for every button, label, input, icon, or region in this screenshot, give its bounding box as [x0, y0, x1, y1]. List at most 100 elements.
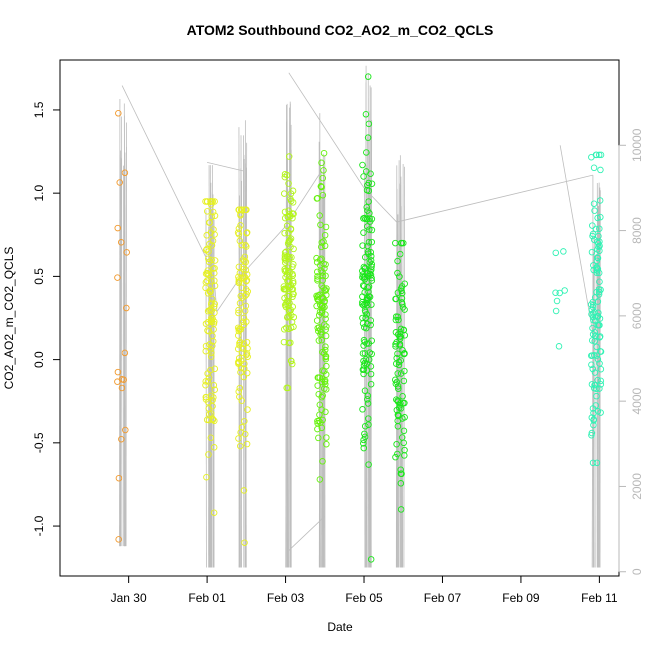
data-point — [289, 303, 297, 311]
data-point — [204, 327, 211, 334]
data-point — [236, 325, 244, 332]
data-point — [235, 306, 242, 314]
data-point — [318, 239, 326, 246]
data-point — [359, 161, 366, 169]
data-point — [240, 321, 248, 328]
data-point — [118, 435, 125, 443]
data-point — [315, 337, 323, 344]
data-point — [210, 444, 218, 451]
data-point — [314, 374, 322, 381]
data-point — [362, 253, 369, 261]
data-point — [597, 151, 605, 159]
altitude-trace — [363, 171, 366, 568]
data-point — [322, 311, 329, 318]
data-point — [235, 225, 243, 232]
data-point — [281, 173, 289, 181]
data-point — [394, 370, 402, 377]
data-point — [123, 304, 130, 312]
data-point — [588, 352, 595, 359]
data-point — [204, 290, 212, 297]
data-point — [286, 236, 294, 244]
data-point — [359, 301, 366, 308]
data-point — [207, 353, 215, 360]
data-point — [393, 440, 400, 448]
data-point — [318, 183, 325, 191]
data-point — [236, 384, 244, 392]
data-point — [237, 429, 244, 436]
data-point — [368, 274, 375, 282]
data-point — [206, 306, 213, 314]
data-point — [397, 333, 405, 340]
altitude-trace — [402, 163, 404, 568]
data-point — [284, 264, 292, 271]
data-point — [287, 324, 295, 332]
data-point — [242, 286, 250, 293]
data-point — [588, 431, 595, 439]
data-point — [365, 198, 372, 205]
data-point — [597, 166, 604, 174]
data-point — [592, 225, 600, 233]
data-point — [323, 285, 330, 292]
data-point — [236, 393, 243, 401]
data-point — [314, 195, 321, 202]
data-point — [322, 371, 330, 378]
data-point — [364, 242, 371, 250]
data-point — [211, 365, 219, 373]
data-point — [322, 332, 330, 340]
data-point — [590, 262, 597, 269]
data-point — [361, 289, 368, 296]
altitude-trace — [403, 166, 405, 568]
data-point — [203, 416, 211, 424]
data-point — [287, 226, 295, 233]
data-point — [590, 351, 598, 359]
data-point — [364, 284, 372, 291]
x-axis-label: Date — [327, 620, 353, 634]
data-point — [236, 339, 243, 347]
data-point — [287, 197, 295, 205]
data-point — [235, 309, 242, 317]
data-point — [323, 323, 330, 330]
data-point — [285, 153, 293, 160]
data-point — [362, 314, 369, 322]
data-point — [395, 316, 402, 324]
data-point — [202, 378, 209, 385]
data-point — [596, 385, 603, 392]
data-point — [319, 375, 326, 383]
altitude-trace — [400, 206, 403, 568]
data-point — [398, 287, 405, 295]
data-point — [321, 265, 328, 272]
data-point — [121, 349, 129, 357]
data-point — [363, 149, 370, 156]
data-point — [317, 183, 325, 190]
data-point — [205, 271, 213, 278]
data-point — [362, 111, 370, 118]
data-point — [118, 376, 126, 383]
data-point — [359, 242, 366, 249]
data-point — [323, 440, 330, 448]
data-point — [362, 422, 369, 430]
data-point — [318, 302, 326, 309]
x-axis: Jan 30 Feb 01 Feb 03 Feb 05 Feb 07 Feb 09 Feb … — [111, 575, 618, 605]
data-point — [394, 397, 401, 404]
data-point — [360, 336, 368, 344]
altitude-transit-line — [288, 72, 365, 189]
data-point — [281, 255, 289, 263]
data-point — [397, 370, 405, 377]
data-point — [368, 180, 376, 188]
data-point — [281, 170, 289, 178]
data-point — [313, 317, 321, 324]
data-point — [319, 174, 327, 182]
data-point — [397, 466, 404, 473]
data-point — [588, 337, 596, 344]
data-point — [361, 433, 369, 441]
data-point — [316, 411, 323, 419]
data-point — [597, 348, 605, 355]
data-point — [593, 343, 600, 351]
data-point — [589, 459, 597, 467]
data-point — [360, 302, 367, 309]
data-point — [244, 369, 251, 377]
data-point — [286, 255, 293, 263]
data-point — [210, 394, 217, 401]
data-point — [240, 487, 248, 494]
data-point — [237, 364, 245, 372]
